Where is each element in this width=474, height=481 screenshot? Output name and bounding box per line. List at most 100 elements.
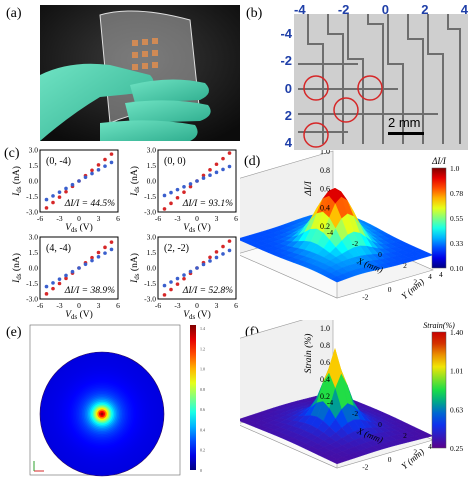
data-point [169, 201, 173, 206]
data-point [44, 292, 49, 296]
data-point [57, 195, 62, 199]
left-tick-labels: -4 -2 0 2 4 [268, 26, 292, 150]
top-tick: 0 [381, 2, 389, 17]
data-point [51, 281, 55, 285]
x-tick-label: 6 [116, 214, 120, 223]
circle-marker-4-neg4 [303, 122, 329, 148]
colorbar-tick-label: 0.10 [450, 264, 463, 273]
data-point [195, 179, 199, 183]
sim-colorbar-tick: 0.2 [200, 448, 205, 453]
y-tick-label: 1.5 [29, 248, 39, 257]
y-tick-label: 3.0 [147, 233, 157, 242]
data-point [208, 255, 212, 260]
x-tick-label: -3 [56, 301, 62, 310]
z-tick-label: 0.6 [320, 358, 330, 367]
x-axis-label: Vds (V) [183, 222, 211, 234]
x-axis-label: Vds (V) [65, 222, 93, 234]
colorbar-tick-label: 0.55 [450, 214, 463, 223]
x-tick-label: -2 [352, 239, 358, 248]
y-tick-label: 1.5 [29, 161, 39, 170]
colorbar-tick-label: 0.33 [450, 239, 463, 248]
data-point [188, 182, 193, 186]
data-point [195, 266, 199, 270]
data-point [182, 276, 186, 281]
data-point [221, 252, 225, 256]
data-point [175, 282, 180, 286]
x-tick-label: -4 [327, 228, 333, 237]
z-tick-label: 0.8 [320, 341, 330, 350]
surface-patch [330, 276, 344, 283]
data-point [44, 197, 49, 202]
surface-patch [330, 458, 344, 465]
y-tick-label: 4 [439, 270, 443, 279]
z-axis-label: Strain (%) [303, 334, 314, 374]
data-point [214, 162, 219, 167]
x-tick-label: -6 [155, 301, 161, 310]
left-tick: 4 [284, 135, 292, 150]
data-point [109, 247, 114, 252]
y-tick-label: -2 [362, 292, 368, 301]
sim-ring [100, 412, 104, 416]
x-tick-label: -3 [174, 214, 180, 223]
y-tick-label: 2 [413, 447, 417, 456]
data-point [214, 170, 219, 175]
data-point [201, 173, 206, 178]
z-tick-label: 0.6 [320, 185, 330, 194]
x-tick-label: -3 [56, 214, 62, 223]
colorbar [431, 167, 447, 269]
top-tick: -2 [337, 2, 350, 17]
colorbar-title: Strain(%) [423, 321, 455, 330]
sim-outer-ring [39, 351, 165, 477]
data-point [169, 190, 173, 195]
data-point [83, 175, 88, 180]
data-point [188, 184, 193, 189]
y-tick-label: 0 [388, 285, 392, 294]
x-tick-label: 0 [378, 420, 382, 429]
data-point [103, 157, 107, 162]
y-axis-label: Ids (nA) [11, 253, 23, 284]
data-point [169, 287, 173, 292]
data-point [208, 173, 212, 178]
left-tick: -4 [280, 26, 292, 41]
x-tick-label: 6 [116, 301, 120, 310]
sim-colorbar-tick: 1.2 [200, 346, 205, 351]
cell-annotation: (2, -2) [164, 243, 189, 254]
data-point [51, 194, 55, 198]
micrograph-image [294, 14, 468, 150]
colorbar-tick-label: 1.01 [450, 367, 463, 376]
micrograph-panel: 2 mm -4 -2 0 2 4 -4 -2 0 2 4 [268, 2, 468, 150]
iv-plot: -6 -3 0 3 6 3.0 1.5 0.0 -1.5 -3.0 (4, -4) ΔI/I = 38… [11, 233, 120, 322]
x-tick-label: 2 [403, 431, 407, 440]
sim-colorbar-tick: 0.8 [200, 387, 205, 392]
z-tick-label: 0.4 [320, 375, 330, 384]
delta-label: ΔI/I = 44.5% [64, 199, 115, 209]
iv-plot: -6 -3 0 3 6 3.0 1.5 0.0 -1.5 -3.0 (0, 0) ΔI/I = 93.… [129, 146, 238, 235]
data-point [70, 182, 75, 187]
x-axis-label: Vds (V) [183, 309, 211, 321]
y-tick-label: -3.0 [144, 295, 156, 304]
top-tick: -4 [294, 2, 306, 17]
y-tick-label: -2 [362, 462, 368, 471]
surface-mesh [240, 187, 434, 283]
data-point [188, 269, 193, 274]
data-point [175, 195, 180, 200]
data-point [103, 245, 107, 250]
y-axis-label: Ids (nA) [11, 166, 23, 197]
data-point [64, 189, 68, 194]
x-tick-label: 3 [97, 301, 101, 310]
y-tick-label: -3.0 [144, 208, 156, 217]
x-tick-label: -6 [37, 301, 43, 310]
data-point [162, 293, 167, 297]
data-point [169, 280, 173, 284]
colorbar-tick-label: 1.0 [450, 164, 460, 173]
panel-label-a: (a) [6, 6, 22, 21]
data-point [57, 281, 62, 286]
data-point [103, 164, 107, 168]
glove-thumb [40, 63, 154, 141]
x-tick-label: 6 [234, 214, 238, 223]
iv-plot: -6 -3 0 3 6 3.0 1.5 0.0 -1.5 -3.0 (2, -2) ΔI/I = 52… [129, 233, 238, 322]
data-point [64, 276, 68, 281]
data-point [162, 193, 167, 198]
glove-finger-3 [100, 120, 198, 141]
